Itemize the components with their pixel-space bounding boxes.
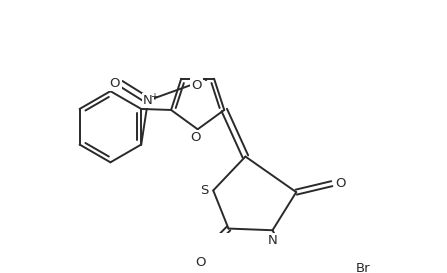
Text: O: O (110, 77, 120, 90)
Text: +: + (150, 92, 158, 102)
Text: O: O (335, 177, 346, 190)
Text: O: O (195, 256, 206, 269)
Text: Br: Br (356, 262, 371, 273)
Text: N: N (268, 234, 278, 247)
Text: •: • (202, 75, 209, 85)
Text: O: O (191, 131, 201, 144)
Text: S: S (201, 184, 209, 197)
Text: O: O (191, 79, 202, 92)
Text: N: N (143, 94, 153, 107)
